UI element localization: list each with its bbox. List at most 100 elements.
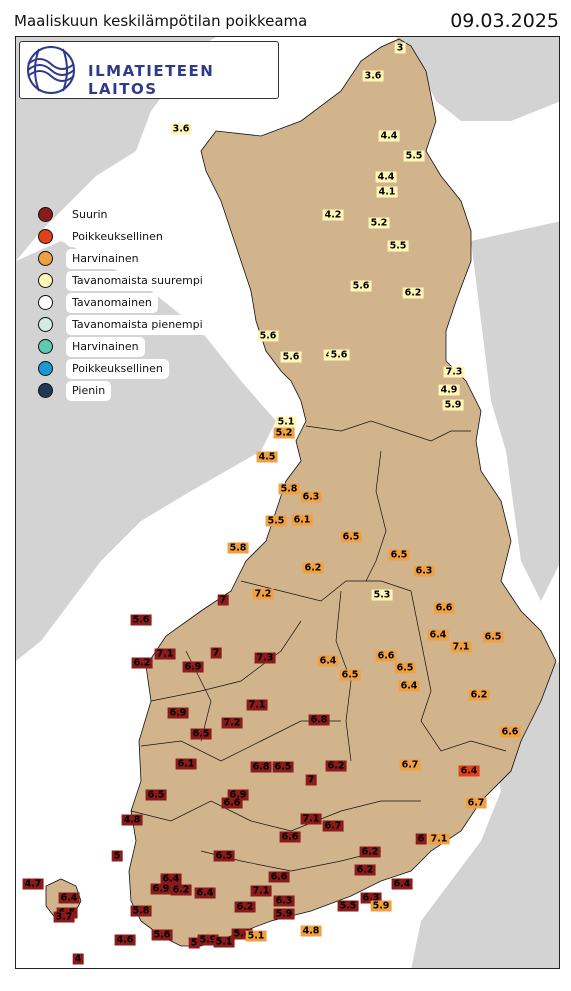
station-value: 6.4 bbox=[458, 765, 480, 777]
station-value: 6.8 bbox=[308, 714, 330, 726]
station-value: 5.9 bbox=[273, 908, 295, 920]
region-borders bbox=[130, 420, 507, 872]
station-value: 6.5 bbox=[340, 531, 362, 543]
legend-label: Suurin bbox=[66, 205, 114, 225]
station-value: 4.6 bbox=[114, 934, 136, 946]
station-value: 5.6 bbox=[350, 280, 372, 292]
station-value: 6.4 bbox=[194, 887, 216, 899]
station-value: 6.6 bbox=[375, 650, 397, 662]
station-value: 7.1 bbox=[450, 641, 472, 653]
station-value: 6.6 bbox=[268, 871, 290, 883]
legend-label: Harvinainen bbox=[66, 337, 145, 357]
station-value: 7 bbox=[305, 774, 317, 786]
station-value: 5.6 bbox=[151, 929, 173, 941]
station-value: 4.9 bbox=[438, 384, 460, 396]
station-value: 7.1 bbox=[246, 699, 268, 711]
station-value: 6.5 bbox=[190, 728, 212, 740]
station-value: 7.2 bbox=[252, 588, 274, 600]
legend-label: Tavanomaista suurempi bbox=[66, 271, 209, 291]
legend-swatch bbox=[38, 361, 53, 376]
station-value: 6.9 bbox=[182, 661, 204, 673]
station-value: 6.2 bbox=[468, 689, 490, 701]
legend-label: Pienin bbox=[66, 381, 112, 401]
station-value: 5 bbox=[111, 850, 123, 862]
station-value: 7.1 bbox=[154, 648, 176, 660]
station-value: 7.1 bbox=[428, 833, 450, 845]
station-value: 6.2 bbox=[325, 760, 347, 772]
legend-swatch bbox=[38, 229, 53, 244]
station-value: 4.5 bbox=[256, 451, 278, 463]
station-value: 7.1 bbox=[300, 813, 322, 825]
station-value: 5.9 bbox=[370, 900, 392, 912]
station-value: 6.2 bbox=[131, 657, 153, 669]
station-value: 5.2 bbox=[273, 427, 295, 439]
station-value: 6.2 bbox=[302, 562, 324, 574]
station-value: 5.8 bbox=[130, 905, 152, 917]
station-value: 6.4 bbox=[58, 892, 80, 904]
station-value: 6.5 bbox=[145, 789, 167, 801]
station-value: 6.2 bbox=[359, 846, 381, 858]
station-value: 6.7 bbox=[399, 759, 421, 771]
station-value: 6.6 bbox=[279, 831, 301, 843]
station-value: 6.6 bbox=[499, 726, 521, 738]
station-value: 4.8 bbox=[121, 814, 143, 826]
legend-label: Tavanomainen bbox=[66, 293, 158, 313]
station-value: 6.4 bbox=[398, 680, 420, 692]
station-value: 4.2 bbox=[322, 209, 344, 221]
map-svg bbox=[16, 37, 559, 968]
fmi-logo-icon bbox=[27, 46, 75, 94]
legend-swatch bbox=[38, 383, 53, 398]
station-value: 5.4 bbox=[231, 928, 253, 940]
station-value: 6.5 bbox=[272, 761, 294, 773]
station-value: 3 bbox=[394, 42, 406, 54]
station-value: 5.8 bbox=[278, 483, 300, 495]
station-value: 5 bbox=[188, 937, 200, 949]
station-value: 5.9 bbox=[197, 934, 219, 946]
station-value: 6.5 bbox=[213, 850, 235, 862]
legend-swatch bbox=[38, 295, 53, 310]
station-value: 6.6 bbox=[221, 797, 243, 809]
station-value: 6.9 bbox=[227, 789, 249, 801]
legend-swatch bbox=[38, 339, 53, 354]
station-value: 3.6 bbox=[362, 70, 384, 82]
station-value: 6.5 bbox=[482, 631, 504, 643]
legend-swatch bbox=[38, 251, 53, 266]
station-value: 7.3 bbox=[443, 366, 465, 378]
station-value: 5.9 bbox=[442, 399, 464, 411]
station-value: 6.8 bbox=[250, 761, 272, 773]
map-date: 09.03.2025 bbox=[450, 10, 559, 32]
station-value: 5.5 bbox=[265, 515, 287, 527]
station-value: 6.4 bbox=[317, 655, 339, 667]
station-value: 6.6 bbox=[433, 602, 455, 614]
station-value: 5.5 bbox=[387, 240, 409, 252]
legend-label: Tavanomaista pienempi bbox=[66, 315, 209, 335]
station-value: 6.4 bbox=[427, 629, 449, 641]
station-value: 6.2 bbox=[234, 901, 256, 913]
station-value: 7.1 bbox=[250, 885, 272, 897]
station-value: 6.9 bbox=[150, 883, 172, 895]
station-value: 6.2 bbox=[354, 864, 376, 876]
station-value: 6.2 bbox=[170, 884, 192, 896]
station-value: 5.1 bbox=[213, 936, 235, 948]
station-value: 6.3 bbox=[300, 491, 322, 503]
map-title: Maaliskuun keskilämpötilan poikkeama bbox=[14, 12, 308, 30]
station-value: 6.7 bbox=[322, 820, 344, 832]
legend-swatch bbox=[38, 273, 53, 288]
map-canvas[interactable]: 3 3.6 3.6 4.4 5.5 4.4 4.1 4.2 5.2 5.5 5.6 6.2 5.6 5.6… bbox=[15, 36, 560, 969]
station-value: 7 bbox=[217, 594, 229, 606]
legend-label: Poikkeuksellinen bbox=[66, 359, 169, 379]
station-value: 6.4 bbox=[391, 878, 413, 890]
station-value: 5.6 bbox=[280, 351, 302, 363]
station-value: 4.4 bbox=[375, 171, 397, 183]
station-value: 5.3 bbox=[371, 589, 393, 601]
station-value: 5.5 bbox=[403, 150, 425, 162]
station-value: 5.6 bbox=[328, 349, 350, 361]
station-value: 5.6 bbox=[257, 330, 279, 342]
station-value: 5.8 bbox=[227, 542, 249, 554]
station-value: 5.1 bbox=[275, 416, 297, 428]
station-value: 4.7 bbox=[22, 878, 44, 890]
station-value: 5.5 bbox=[337, 900, 359, 912]
station-value: 5.2 bbox=[368, 217, 390, 229]
station-value: 6.5 bbox=[388, 549, 410, 561]
station-value: 6.1 bbox=[291, 514, 313, 526]
